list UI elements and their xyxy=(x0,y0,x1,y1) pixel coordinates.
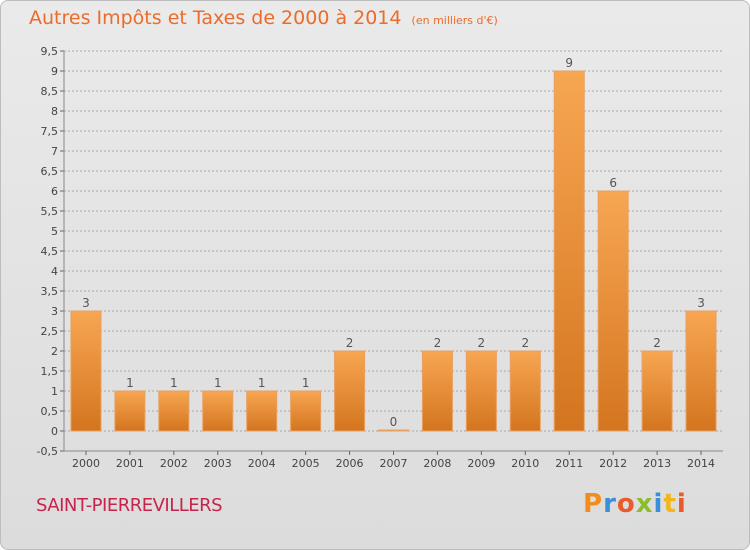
logo-letter: o xyxy=(616,489,636,519)
bar xyxy=(553,70,585,432)
x-tick-label: 2004 xyxy=(248,457,276,470)
x-tick-label: 2007 xyxy=(380,457,408,470)
y-tick-label: 5 xyxy=(51,225,58,238)
y-tick-label: 1 xyxy=(51,385,58,398)
data-label: 1 xyxy=(214,376,222,390)
logo-letter: t xyxy=(663,489,677,519)
data-label: 2 xyxy=(478,336,486,350)
bar xyxy=(202,390,234,432)
x-tick-label: 2005 xyxy=(292,457,320,470)
bar xyxy=(70,310,102,432)
chart-title-text: Autres Impôts et Taxes de 2000 à 2014 xyxy=(29,7,402,29)
bar xyxy=(597,190,629,432)
y-tick-label: 2,5 xyxy=(41,325,59,338)
y-tick-label: 7,5 xyxy=(41,125,59,138)
y-tick-label: 6,5 xyxy=(41,165,59,178)
y-tick-label: 4 xyxy=(51,265,58,278)
y-tick-label: 4,5 xyxy=(41,245,59,258)
data-label: 1 xyxy=(302,376,310,390)
bar xyxy=(421,350,453,432)
y-tick-label: 2 xyxy=(51,345,58,358)
bar xyxy=(685,310,717,432)
x-tick-label: 2010 xyxy=(511,457,539,470)
y-tick-label: 3 xyxy=(51,305,58,318)
x-tick-label: 2014 xyxy=(687,457,715,470)
x-tick-label: 2008 xyxy=(423,457,451,470)
data-label: 2 xyxy=(346,336,354,350)
y-tick-label: 6 xyxy=(51,185,58,198)
data-label: 3 xyxy=(697,296,705,310)
y-tick-label: 5,5 xyxy=(41,205,59,218)
x-tick-label: 2000 xyxy=(72,457,100,470)
bar xyxy=(158,390,190,432)
data-label: 2 xyxy=(434,336,442,350)
bar xyxy=(378,429,409,432)
x-tick-label: 2012 xyxy=(599,457,627,470)
bar xyxy=(465,350,497,432)
x-tick-label: 2009 xyxy=(467,457,495,470)
bar xyxy=(509,350,541,432)
data-label: 6 xyxy=(609,176,617,190)
x-tick-label: 2001 xyxy=(116,457,144,470)
chart-title: Autres Impôts et Taxes de 2000 à 2014 (e… xyxy=(29,7,498,29)
data-label: 1 xyxy=(258,376,266,390)
y-tick-label: 9 xyxy=(51,65,58,78)
data-label: 1 xyxy=(126,376,134,390)
bar xyxy=(246,390,278,432)
logo-letter: x xyxy=(635,489,654,519)
y-tick-label: -0,5 xyxy=(37,445,58,458)
data-label: 9 xyxy=(565,56,573,70)
data-label: 2 xyxy=(653,336,661,350)
town-name: SAINT-PIERREVILLERS xyxy=(36,495,223,516)
logo-letter: r xyxy=(603,489,617,519)
x-tick-label: 2006 xyxy=(336,457,364,470)
bar xyxy=(290,390,322,432)
y-tick-label: 8,5 xyxy=(41,85,59,98)
logo-letter: P xyxy=(583,489,604,519)
proxiti-logo: Proxiti xyxy=(583,489,687,519)
y-tick-label: 7 xyxy=(51,145,58,158)
x-tick-label: 2003 xyxy=(204,457,232,470)
x-tick-label: 2011 xyxy=(555,457,583,470)
y-tick-label: 0,5 xyxy=(41,405,59,418)
chart-subtitle: (en milliers d'€) xyxy=(411,14,498,27)
logo-letter: i xyxy=(676,489,687,519)
data-label: 2 xyxy=(521,336,529,350)
y-tick-label: 0 xyxy=(51,425,58,438)
data-label: 0 xyxy=(390,415,398,429)
logo-letter: i xyxy=(653,489,664,519)
y-tick-label: 3,5 xyxy=(41,285,59,298)
y-tick-label: 8 xyxy=(51,105,58,118)
x-tick-label: 2002 xyxy=(160,457,188,470)
bar xyxy=(641,350,673,432)
y-tick-label: 9,5 xyxy=(41,45,59,58)
data-label: 3 xyxy=(82,296,90,310)
bar xyxy=(114,390,146,432)
data-label: 1 xyxy=(170,376,178,390)
bar xyxy=(334,350,366,432)
x-tick-label: 2013 xyxy=(643,457,671,470)
y-tick-label: 1,5 xyxy=(41,365,59,378)
